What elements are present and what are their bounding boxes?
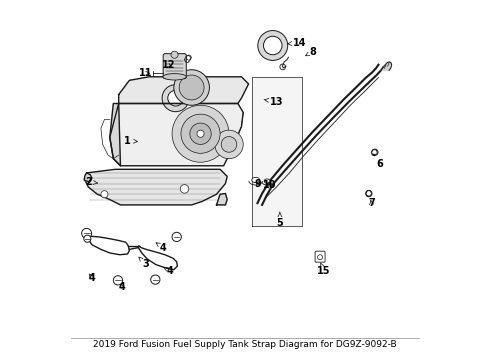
Text: 2: 2	[85, 177, 98, 187]
Circle shape	[258, 31, 288, 60]
Circle shape	[82, 228, 92, 238]
Circle shape	[151, 275, 160, 284]
Circle shape	[190, 123, 211, 144]
Text: 3: 3	[139, 257, 149, 269]
Circle shape	[162, 85, 189, 112]
FancyBboxPatch shape	[163, 54, 186, 78]
Ellipse shape	[252, 177, 260, 183]
Text: 1: 1	[124, 136, 137, 146]
Polygon shape	[110, 103, 243, 166]
Text: 15: 15	[317, 263, 331, 276]
Text: 11: 11	[139, 68, 152, 78]
Text: 4: 4	[89, 273, 96, 283]
Circle shape	[215, 130, 243, 159]
Polygon shape	[381, 62, 392, 71]
Polygon shape	[252, 77, 302, 226]
Text: 13: 13	[264, 97, 283, 107]
Circle shape	[181, 114, 220, 153]
Circle shape	[172, 232, 181, 242]
Circle shape	[113, 276, 122, 285]
Ellipse shape	[264, 179, 270, 183]
Text: 4: 4	[164, 266, 173, 276]
Polygon shape	[85, 169, 227, 205]
Text: 9: 9	[254, 179, 261, 189]
Circle shape	[84, 235, 91, 242]
Polygon shape	[217, 194, 227, 205]
Text: 2019 Ford Fusion Fuel Supply Tank Strap Diagram for DG9Z-9092-B: 2019 Ford Fusion Fuel Supply Tank Strap …	[93, 340, 397, 349]
Circle shape	[168, 90, 183, 106]
Text: 12: 12	[162, 60, 175, 71]
Circle shape	[180, 185, 189, 193]
Text: 6: 6	[377, 159, 384, 169]
Circle shape	[179, 75, 204, 100]
Circle shape	[101, 191, 108, 198]
Circle shape	[197, 130, 204, 137]
Circle shape	[264, 36, 282, 55]
Text: 14: 14	[288, 38, 307, 48]
Text: 4: 4	[156, 243, 167, 253]
Text: 4: 4	[119, 282, 125, 292]
Ellipse shape	[163, 73, 186, 80]
Text: 10: 10	[263, 180, 277, 190]
Text: 7: 7	[368, 198, 375, 208]
Circle shape	[172, 105, 229, 162]
Circle shape	[174, 70, 209, 105]
Polygon shape	[119, 77, 248, 103]
Text: 5: 5	[276, 212, 283, 228]
Polygon shape	[110, 103, 121, 166]
Text: 8: 8	[306, 47, 316, 57]
Circle shape	[171, 51, 178, 58]
Circle shape	[221, 136, 237, 152]
FancyBboxPatch shape	[315, 251, 325, 262]
Polygon shape	[84, 173, 92, 182]
